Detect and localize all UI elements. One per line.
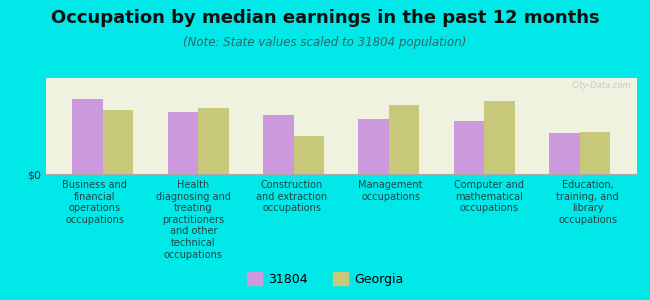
Text: Education,
training, and
library
occupations: Education, training, and library occupat… — [556, 180, 619, 225]
Bar — [484, 101, 515, 174]
Text: Health
diagnosing and
treating
practitioners
and other
technical
occupations: Health diagnosing and treating practitio… — [156, 180, 231, 260]
Text: Computer and
mathematical
occupations: Computer and mathematical occupations — [454, 180, 524, 213]
Text: Occupation by median earnings in the past 12 months: Occupation by median earnings in the pas… — [51, 9, 599, 27]
Legend: 31804, Georgia: 31804, Georgia — [242, 267, 408, 291]
Bar — [103, 110, 133, 174]
Bar — [454, 121, 484, 174]
Text: (Note: State values scaled to 31804 population): (Note: State values scaled to 31804 popu… — [183, 36, 467, 49]
Bar — [198, 108, 229, 174]
Text: City-Data.com: City-Data.com — [571, 81, 631, 90]
Bar — [263, 115, 294, 174]
Bar — [72, 99, 103, 174]
Bar — [549, 133, 580, 174]
Bar — [358, 119, 389, 174]
Bar — [580, 132, 610, 174]
Bar — [168, 112, 198, 174]
Text: Construction
and extraction
occupations: Construction and extraction occupations — [256, 180, 328, 213]
Bar — [389, 105, 419, 174]
Text: Management
occupations: Management occupations — [358, 180, 422, 202]
Text: Business and
financial
operations
occupations: Business and financial operations occupa… — [62, 180, 127, 225]
Bar — [294, 136, 324, 174]
